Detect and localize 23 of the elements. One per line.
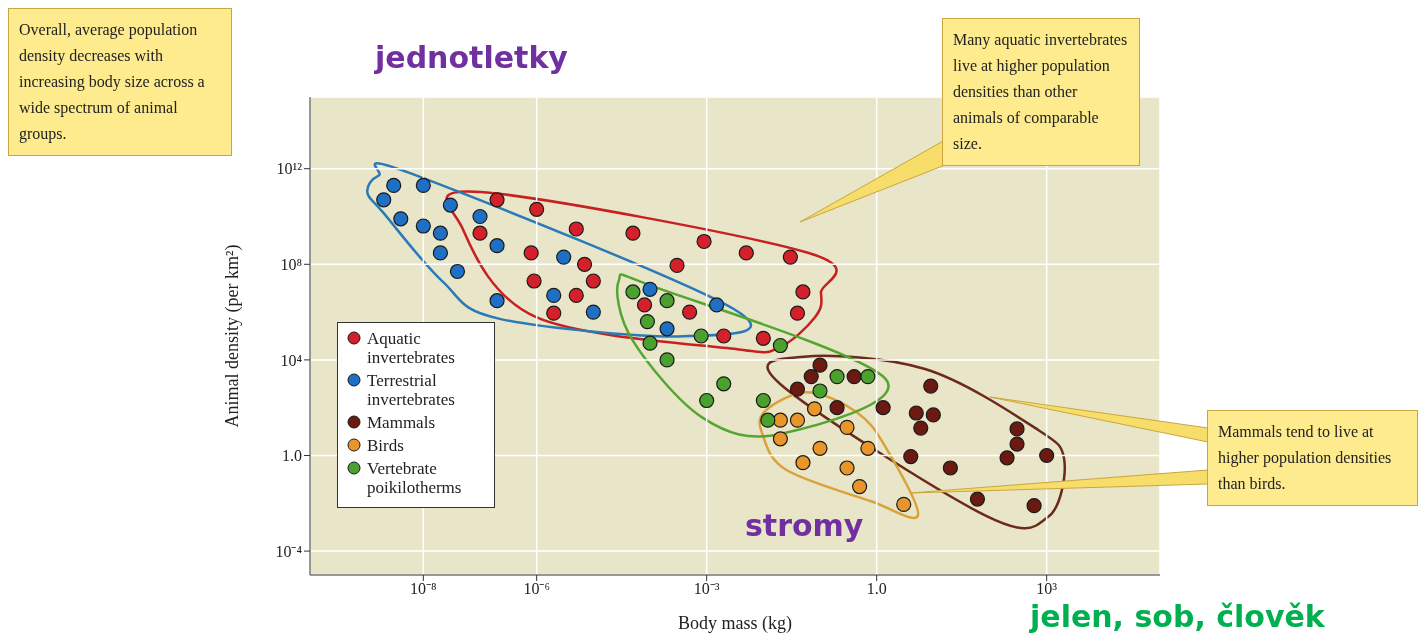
legend-label: Birds bbox=[367, 436, 404, 455]
x-tick-label: 1.0 bbox=[866, 580, 887, 598]
text: jednotletky bbox=[375, 40, 568, 75]
x-axis-title: Body mass (kg) bbox=[678, 613, 792, 633]
y-tick-label: 10⁸ bbox=[280, 255, 302, 273]
x-tick-label: 10⁻⁶ bbox=[523, 580, 550, 598]
y-tick-label: 10⁴ bbox=[280, 351, 303, 369]
y-tick-label: 1.0 bbox=[282, 447, 302, 465]
x-tick-label: 10⁻³ bbox=[693, 580, 720, 598]
legend-label: Mammals bbox=[367, 413, 435, 432]
x-tick-label: 10³ bbox=[1036, 580, 1058, 598]
x-tick-label: 10⁻⁸ bbox=[410, 580, 437, 598]
legend-label: Terrestrial invertebrates bbox=[367, 371, 456, 409]
annotation: Many aquatic invertebrates live at higher population densities than other animals of comparable size. bbox=[942, 18, 1140, 166]
y-tick-label: 10⁻⁴ bbox=[275, 542, 303, 560]
text: Overall, average population density decreases with increasing body size across a wide spectrum of animal groups. bbox=[8, 8, 232, 156]
legend-label: Aquatic invertebrates bbox=[367, 329, 456, 367]
text: jelen, sob, člověk bbox=[1030, 599, 1325, 633]
legend-label: Vertebrate poikilotherms bbox=[367, 459, 463, 497]
y-axis-title: Animal density (per km²) bbox=[222, 244, 244, 428]
text: Mammals tend to live at higher population densities than birds. bbox=[1207, 410, 1418, 506]
y-tick-label: 10¹² bbox=[276, 160, 303, 178]
annotation: stromy bbox=[745, 508, 864, 543]
